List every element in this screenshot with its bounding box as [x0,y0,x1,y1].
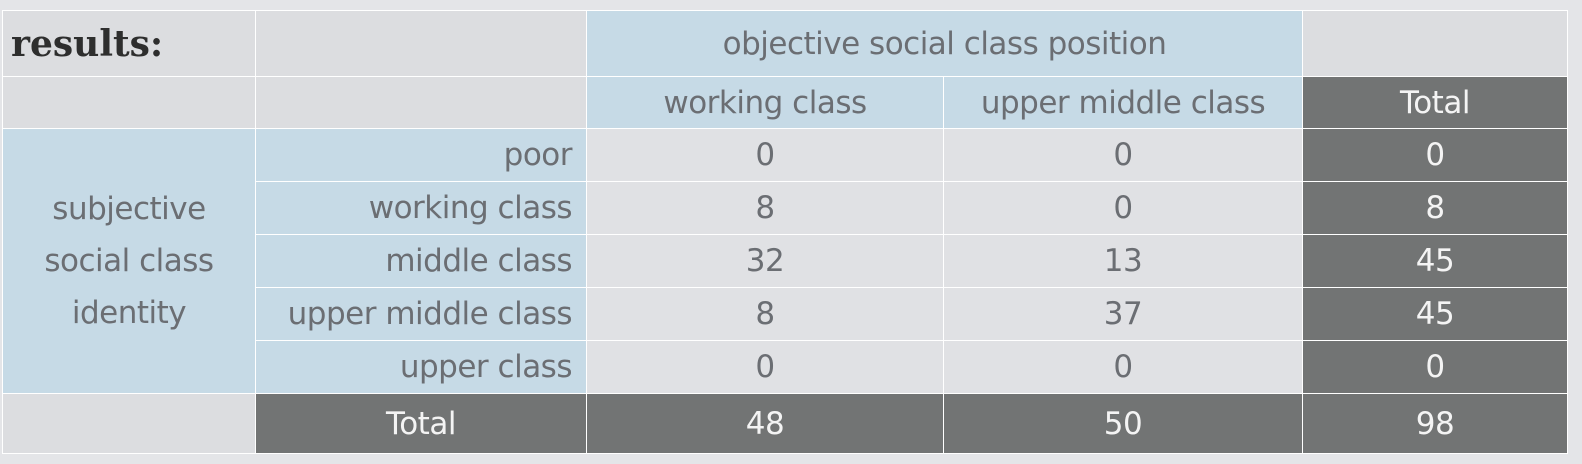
empty-footer-cell [2,394,256,454]
row-total-cell: 45 [1303,235,1568,288]
table-cell: 0 [944,129,1303,182]
column-total-cell: 48 [587,394,944,454]
table-cell: 37 [944,288,1303,341]
table-cell: 0 [587,341,944,394]
row-total-cell: 0 [1303,129,1568,182]
table-cell: 8 [587,288,944,341]
empty-header-cell [256,10,587,77]
column-header-working-class: working class [587,77,944,129]
grand-total-cell: 98 [1303,394,1568,454]
results-heading: results: [2,10,256,77]
row-total-cell: 0 [1303,341,1568,394]
column-group-header: objective social class position [587,10,1303,77]
row-total-cell: 45 [1303,288,1568,341]
row-label-poor: poor [256,129,587,182]
table-cell: 8 [587,182,944,235]
totals-row-label: Total [256,394,587,454]
empty-header-cell [256,77,587,129]
row-label-middle-class: middle class [256,235,587,288]
row-group-header: subjective social class identity [2,129,256,394]
crosstab-table: results: objective social class position… [2,10,1568,454]
empty-header-cell [1303,10,1568,77]
row-group-header-line: subjective [52,191,206,227]
table-cell: 13 [944,235,1303,288]
table-cell: 0 [944,182,1303,235]
column-header-upper-middle-class: upper middle class [944,77,1303,129]
row-label-upper-middle-class: upper middle class [256,288,587,341]
empty-header-cell [2,77,256,129]
table-cell: 32 [587,235,944,288]
row-group-header-line: social class [44,243,214,279]
table-cell: 0 [587,129,944,182]
column-total-cell: 50 [944,394,1303,454]
table-cell: 0 [944,341,1303,394]
row-total-cell: 8 [1303,182,1568,235]
column-header-total: Total [1303,77,1568,129]
row-label-working-class: working class [256,182,587,235]
row-label-upper-class: upper class [256,341,587,394]
row-group-header-line: identity [71,295,187,331]
